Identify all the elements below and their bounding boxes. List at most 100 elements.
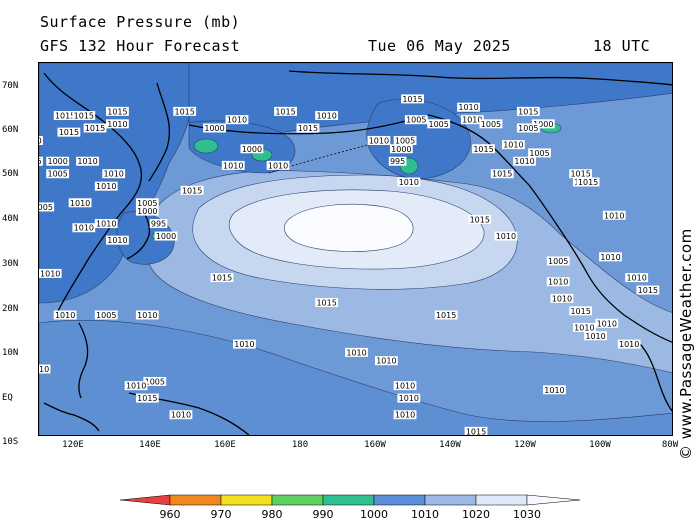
isobar-label-bg <box>464 426 488 435</box>
colorbar-label-960: 960 <box>159 508 181 521</box>
lat-label-30n: 30N <box>2 259 19 269</box>
isobar-label-bg <box>460 115 484 125</box>
isobar-label: 1015 <box>518 107 538 116</box>
isobar-label: 1010 <box>346 348 366 357</box>
colorbar-label-1000: 1000 <box>360 508 388 521</box>
lon-label-120e: 120E <box>62 440 84 450</box>
isobar-labels: 1015 1015 1015 1015 1015 1010 1015 1000 1010 1000… <box>39 94 660 436</box>
isobar-label: 1010 <box>604 211 624 220</box>
colorbar <box>119 494 581 506</box>
isobar-label-bg <box>106 235 129 245</box>
colorbar-tip-low <box>119 494 171 506</box>
isobar-label: 995 <box>151 220 166 229</box>
lat-label-40n: 40N <box>2 214 19 224</box>
isobar-label-bg <box>531 119 555 129</box>
isobar-label: 1015 <box>402 95 422 104</box>
isobar-label-bg <box>135 198 159 208</box>
isobar-label: 1005 <box>96 311 116 320</box>
isobar-label-bg <box>39 202 55 212</box>
lon-label-120w: 120W <box>514 440 536 450</box>
isobar-label: 1010 <box>77 157 97 166</box>
lon-label-140w: 140W <box>439 440 461 450</box>
isobar-label-bg <box>468 214 492 224</box>
isobar-label: 1010 <box>496 232 516 241</box>
isobar-label: 1015 <box>316 299 336 308</box>
chart-title: Surface Pressure (mb) <box>40 13 241 31</box>
valid-time: 18 UTC <box>593 37 651 55</box>
isobar-label: 1010 <box>376 357 396 366</box>
isobar-label: 1005 <box>395 136 415 145</box>
isobar-label-bg <box>233 339 256 349</box>
isobar-label-bg <box>266 160 290 170</box>
isobar-label-bg <box>225 115 249 125</box>
isobar-label: 1010 <box>574 323 594 332</box>
isobar-label-bg <box>221 160 245 170</box>
isobar-label: 1015 <box>570 307 590 316</box>
isobar-label: 1010 <box>39 365 49 374</box>
isobar-label: 1010 <box>597 319 617 328</box>
isobar-label-bg <box>397 177 421 187</box>
isobar-label-bg <box>584 331 607 341</box>
isobar-label-bg <box>393 410 417 420</box>
colorbar-segment-990 <box>322 494 375 506</box>
isobar-label-bg <box>180 185 204 195</box>
isobar-label-bg <box>572 322 596 332</box>
colorbar-label-1010: 1010 <box>411 508 439 521</box>
lon-label-140e: 140E <box>139 440 161 450</box>
isobar-label-bg <box>636 285 660 295</box>
isobar-label: 1000 <box>204 124 224 133</box>
isobar-label-bg <box>46 169 70 179</box>
isobar-label-bg <box>53 310 77 320</box>
isobar-label: 1010 <box>137 311 157 320</box>
isobar-label: 1010 <box>39 136 42 145</box>
watermark: © www.PassageWeather.com <box>677 228 695 460</box>
isobar-label-bg <box>39 364 51 374</box>
isobar-label: 1010 <box>626 274 646 283</box>
isobar-label: 1010 <box>399 394 419 403</box>
isobar-label-bg <box>135 393 159 403</box>
isobar-label-bg <box>472 144 495 154</box>
isobar-label: 1015 <box>174 107 194 116</box>
isobar-label-bg <box>83 123 107 133</box>
isobar-label-bg <box>135 206 159 216</box>
isobar-label: 1010 <box>104 170 124 179</box>
isobar-label: 1010 <box>600 253 620 262</box>
isobar-label: 1015 <box>466 427 486 436</box>
isobar-label-bg <box>240 144 264 154</box>
coastline-kamchatka <box>148 82 171 182</box>
pressure-map[interactable]: 1015 1015 1015 1015 1015 1010 1015 1000 1010 1000… <box>38 62 673 436</box>
isobar-label: 1015 <box>107 107 127 116</box>
isobar-label-bg <box>106 106 129 116</box>
isobar-label-bg <box>315 298 339 308</box>
valid-date: Tue 06 May 2025 <box>368 37 511 55</box>
isobar-label: 1015 <box>182 186 202 195</box>
isobar-label: 1015 <box>59 128 79 137</box>
isobar-label: 1010 <box>96 220 116 229</box>
isobar-label: 1005 <box>548 257 568 266</box>
isobar-label: 1015 <box>436 311 456 320</box>
isobar-label-bg <box>149 219 168 229</box>
isobar-label: 1010 <box>585 332 605 341</box>
isobar-label: 1010 <box>544 386 564 395</box>
isobar-label: 1010 <box>107 236 127 245</box>
isobar-label: 1010 <box>70 199 90 208</box>
isobar-label: 1010 <box>395 411 415 420</box>
isobar-label: 1010 <box>514 157 534 166</box>
isobar-label: 1010 <box>74 224 94 233</box>
lon-label-100w: 100W <box>589 440 611 450</box>
isobar-label-bg <box>274 106 297 116</box>
isobar-label: 1010 <box>40 269 60 278</box>
lat-label-20n: 20N <box>2 304 19 314</box>
isobar-label: 1005 <box>137 199 157 208</box>
isobar-label-bg <box>543 385 566 395</box>
isobar-label: 1000 <box>137 207 157 216</box>
coastline-arctic <box>288 70 672 86</box>
coastline-alaska <box>428 114 560 229</box>
lon-label-180: 180 <box>291 440 309 450</box>
isobar-label-bg <box>569 169 593 179</box>
isobar-label: 1010 <box>107 120 127 129</box>
isobar-label-bg <box>625 273 649 283</box>
forecast-subtitle: GFS 132 Hour Forecast <box>40 37 241 55</box>
lat-label-60n: 60N <box>2 125 19 135</box>
isobar-label-bg <box>94 310 118 320</box>
